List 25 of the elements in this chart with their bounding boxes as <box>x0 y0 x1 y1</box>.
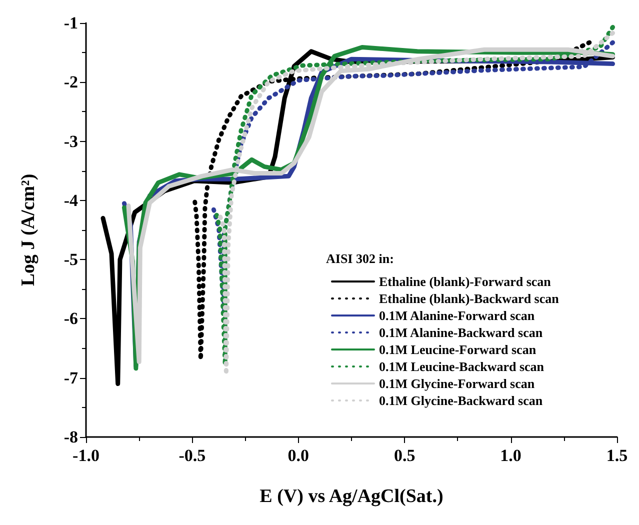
legend-label: 0.1M Leucine-Forward scan <box>379 342 537 357</box>
legend-label: 0.1M Glycine-Forward scan <box>379 376 536 391</box>
x-tick-label: 0.5 <box>394 446 416 465</box>
legend-label: 0.1M Glycine-Backward scan <box>379 393 544 408</box>
x-tick-label: 1.5 <box>606 446 628 465</box>
x-axis-title: E (V) vs Ag/AgCl(Sat.) <box>260 486 444 507</box>
y-tick-label: -1 <box>64 14 78 32</box>
legend-title: AISI 302 in: <box>326 251 394 266</box>
y-tick-label: -5 <box>64 250 78 270</box>
legend-label: 0.1M Alanine-Forward scan <box>379 308 536 323</box>
y-tick-label: -3 <box>64 132 78 151</box>
y-tick-label: -7 <box>64 368 78 388</box>
legend-label: Ethaline (blank)-Forward scan <box>379 274 552 289</box>
legend-label: 0.1M Leucine-Backward scan <box>379 359 545 374</box>
x-tick-label: 0.0 <box>288 446 310 465</box>
y-axis-title: Log J (A/cm²) <box>18 174 39 286</box>
legend-label: Ethaline (blank)-Backward scan <box>379 291 560 306</box>
x-tick-label: 1.0 <box>500 446 522 465</box>
y-tick-label: -8 <box>64 428 78 446</box>
y-tick-label: -2 <box>64 72 78 92</box>
x-tick-label: -0.5 <box>178 446 206 465</box>
x-tick-label: -1.0 <box>72 446 100 465</box>
y-tick-label: -6 <box>64 309 78 328</box>
y-tick-label: -4 <box>64 190 78 210</box>
legend-label: 0.1M Alanine-Backward scan <box>379 325 544 340</box>
